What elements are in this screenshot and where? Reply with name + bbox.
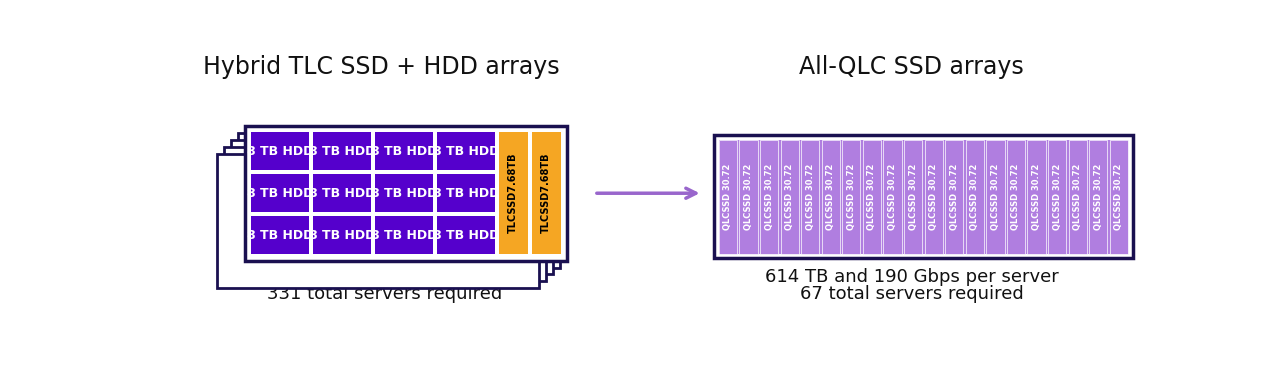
Bar bbox=[251, 216, 310, 255]
Bar bbox=[945, 140, 964, 254]
Text: QLCSSD 30.72: QLCSSD 30.72 bbox=[785, 164, 794, 230]
Text: Hybrid TLC SSD + HDD arrays: Hybrid TLC SSD + HDD arrays bbox=[202, 55, 559, 79]
Bar bbox=[822, 140, 840, 254]
Text: QLCSSD 30.72: QLCSSD 30.72 bbox=[1094, 164, 1103, 230]
Bar bbox=[314, 216, 371, 255]
Text: 8 TB HDD: 8 TB HDD bbox=[371, 187, 438, 200]
Text: All-QLC SSD arrays: All-QLC SSD arrays bbox=[800, 55, 1024, 79]
Bar bbox=[499, 132, 527, 255]
Bar bbox=[924, 140, 943, 254]
Text: QLCSSD 30.72: QLCSSD 30.72 bbox=[1011, 164, 1020, 230]
Bar bbox=[375, 216, 433, 255]
Bar bbox=[904, 140, 922, 254]
Bar bbox=[375, 174, 433, 212]
Bar bbox=[842, 140, 860, 254]
Bar bbox=[719, 140, 1128, 254]
Text: QLCSSD 30.72: QLCSSD 30.72 bbox=[970, 164, 979, 230]
Text: 8 TB HDD: 8 TB HDD bbox=[433, 229, 499, 242]
Bar bbox=[531, 132, 561, 255]
Bar bbox=[251, 174, 310, 212]
Text: 8 TB HDD: 8 TB HDD bbox=[433, 187, 499, 200]
Bar bbox=[1048, 140, 1066, 254]
Bar bbox=[719, 140, 737, 254]
Bar bbox=[965, 140, 984, 254]
Text: QLCSSD 30.72: QLCSSD 30.72 bbox=[1073, 164, 1082, 230]
Text: 8 TB HDD: 8 TB HDD bbox=[371, 229, 438, 242]
Text: QLCSSD 30.72: QLCSSD 30.72 bbox=[909, 164, 918, 230]
Text: QLCSSD 30.72: QLCSSD 30.72 bbox=[888, 164, 897, 230]
Bar bbox=[987, 140, 1005, 254]
Bar bbox=[1007, 140, 1025, 254]
Text: TLCSSD7.68TB: TLCSSD7.68TB bbox=[541, 153, 552, 234]
Bar bbox=[436, 174, 495, 212]
Text: QLCSSD 30.72: QLCSSD 30.72 bbox=[1052, 164, 1061, 230]
Bar bbox=[760, 140, 778, 254]
Text: QLCSSD 30.72: QLCSSD 30.72 bbox=[950, 164, 959, 230]
Text: 8 TB HDD: 8 TB HDD bbox=[433, 145, 499, 158]
Bar bbox=[251, 132, 310, 170]
Text: QLCSSD 30.72: QLCSSD 30.72 bbox=[744, 164, 753, 230]
Text: TLCSSD7.68TB: TLCSSD7.68TB bbox=[508, 153, 518, 234]
Text: QLCSSD 30.72: QLCSSD 30.72 bbox=[868, 164, 877, 230]
Bar bbox=[1069, 140, 1087, 254]
Text: QLCSSD 30.72: QLCSSD 30.72 bbox=[723, 164, 732, 230]
Bar bbox=[314, 174, 371, 212]
Bar bbox=[246, 126, 567, 261]
Bar bbox=[1028, 140, 1046, 254]
Bar bbox=[375, 132, 433, 170]
Text: 8 TB HDD: 8 TB HDD bbox=[308, 229, 375, 242]
Text: 111 TB and 51 Gbps per server: 111 TB and 51 Gbps per server bbox=[243, 268, 526, 286]
Text: 67 total servers required: 67 total servers required bbox=[800, 285, 1024, 303]
Text: QLCSSD 30.72: QLCSSD 30.72 bbox=[1115, 164, 1124, 230]
Text: QLCSSD 30.72: QLCSSD 30.72 bbox=[991, 164, 1000, 230]
Text: QLCSSD 30.72: QLCSSD 30.72 bbox=[764, 164, 773, 230]
Text: 8 TB HDD: 8 TB HDD bbox=[308, 187, 375, 200]
Bar bbox=[714, 135, 1133, 258]
Bar bbox=[883, 140, 901, 254]
Text: 331 total servers required: 331 total servers required bbox=[268, 285, 502, 303]
Bar bbox=[863, 140, 881, 254]
Bar bbox=[740, 140, 758, 254]
Bar bbox=[1110, 140, 1128, 254]
Bar bbox=[781, 140, 799, 254]
Text: QLCSSD 30.72: QLCSSD 30.72 bbox=[847, 164, 856, 230]
Bar bbox=[224, 147, 547, 281]
Text: QLCSSD 30.72: QLCSSD 30.72 bbox=[1032, 164, 1041, 230]
Bar bbox=[314, 132, 371, 170]
Text: 8 TB HDD: 8 TB HDD bbox=[247, 187, 314, 200]
Text: 8 TB HDD: 8 TB HDD bbox=[247, 145, 314, 158]
Text: 8 TB HDD: 8 TB HDD bbox=[371, 145, 438, 158]
Text: 8 TB HDD: 8 TB HDD bbox=[308, 145, 375, 158]
Bar bbox=[801, 140, 819, 254]
Text: 614 TB and 190 Gbps per server: 614 TB and 190 Gbps per server bbox=[765, 268, 1059, 286]
Text: QLCSSD 30.72: QLCSSD 30.72 bbox=[929, 164, 938, 230]
Text: 8 TB HDD: 8 TB HDD bbox=[247, 229, 314, 242]
Text: QLCSSD 30.72: QLCSSD 30.72 bbox=[827, 164, 836, 230]
Bar bbox=[238, 133, 559, 267]
Text: QLCSSD 30.72: QLCSSD 30.72 bbox=[805, 164, 814, 230]
Bar bbox=[436, 132, 495, 170]
Bar bbox=[218, 154, 539, 288]
Bar bbox=[232, 140, 553, 274]
Bar bbox=[1089, 140, 1107, 254]
Bar bbox=[436, 216, 495, 255]
